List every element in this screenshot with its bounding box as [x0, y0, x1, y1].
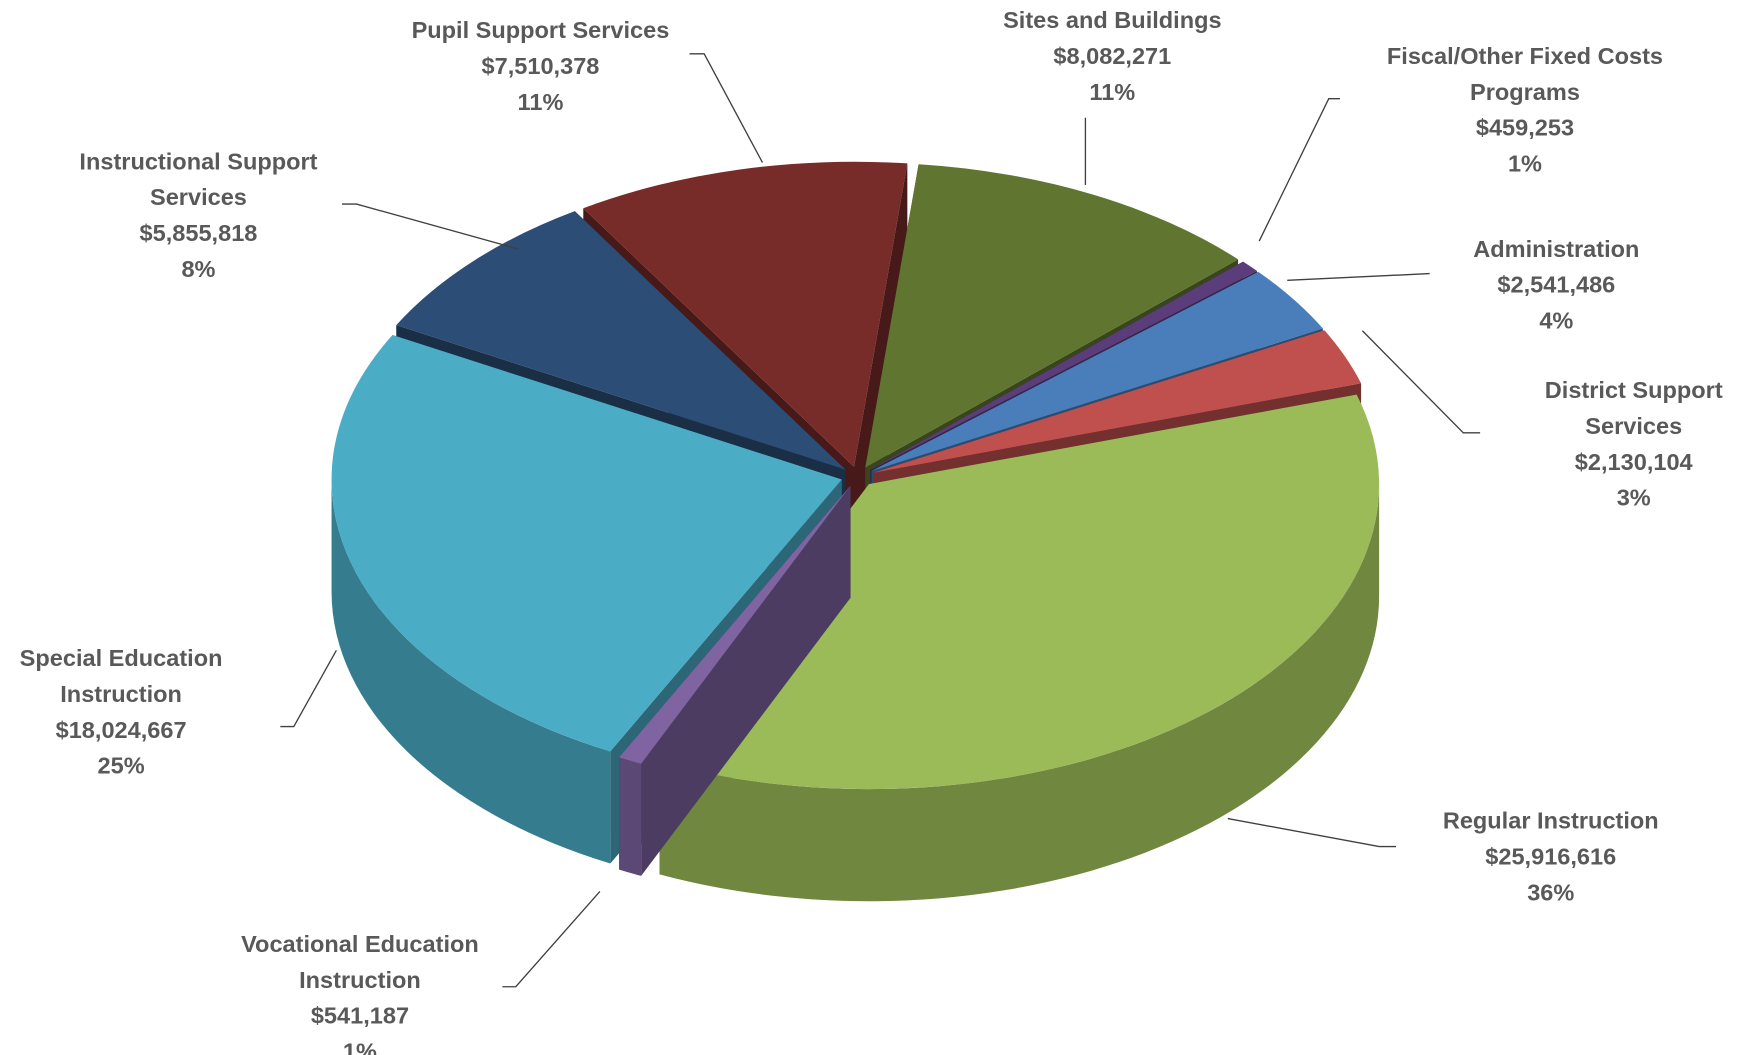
label-percent: 3%	[1616, 485, 1651, 512]
slice-wall	[659, 484, 1380, 902]
label-name: Fiscal/Other Fixed Costs Programs	[1386, 43, 1664, 106]
label-percent: 36%	[1527, 880, 1575, 907]
pie-slice	[659, 394, 1380, 790]
pie-slice	[331, 335, 842, 752]
pie-slice	[396, 211, 846, 470]
data-label: Instructional Support Services $5,855,818…	[36, 145, 361, 289]
label-name: Regular Instruction	[1442, 808, 1659, 835]
label-value: $2,541,486	[1497, 272, 1616, 299]
data-label: Vocational Education Instruction $541,187…	[203, 927, 517, 1055]
label-value: $459,253	[1475, 115, 1575, 142]
leader-line	[1227, 817, 1397, 848]
label-value: $5,855,818	[139, 220, 258, 247]
slice-wall	[331, 479, 611, 864]
pie-slice	[583, 161, 908, 467]
leader-line	[341, 203, 519, 250]
slice-wall	[619, 485, 851, 870]
label-name: Vocational Education Instruction	[241, 931, 479, 994]
label-name: Administration	[1473, 236, 1640, 263]
slice-wall	[619, 757, 642, 876]
pie-slice	[619, 485, 851, 764]
label-value: $8,082,271	[1053, 43, 1172, 70]
label-percent: 4%	[1539, 308, 1574, 335]
data-label: Pupil Support Services $7,510,378 11%	[361, 13, 720, 121]
label-percent: 25%	[97, 753, 145, 780]
data-label: Administration $2,541,486 4%	[1388, 232, 1724, 340]
leader-line	[1361, 330, 1481, 434]
pie-slice	[871, 271, 1323, 471]
label-percent: 8%	[181, 256, 216, 283]
label-percent: 11%	[1089, 79, 1136, 106]
label-name: Special Education Instruction	[19, 645, 223, 708]
data-label: District Support Services $2,130,104 3%	[1510, 373, 1738, 517]
leader-line	[689, 53, 764, 163]
data-label: Fiscal/Other Fixed Costs Programs $459,25…	[1346, 39, 1705, 183]
leader-line	[502, 890, 601, 988]
leader-line	[1287, 272, 1430, 281]
data-label: Sites and Buildings $8,082,271 11%	[888, 3, 1337, 111]
data-label: Regular Instruction $25,916,616 36%	[1371, 804, 1730, 912]
label-value: $25,916,616	[1485, 844, 1617, 871]
label-percent: 1%	[1507, 151, 1542, 178]
pie-slice	[865, 164, 1239, 468]
label-value: $541,187	[310, 1003, 410, 1030]
label-name: Instructional Support Services	[79, 149, 318, 211]
label-value: $18,024,667	[55, 717, 187, 744]
label-name: Sites and Buildings	[1003, 7, 1222, 34]
pie-slice	[873, 330, 1362, 473]
leader-line	[1258, 98, 1340, 242]
label-value: $7,510,378	[481, 53, 600, 80]
leader-line	[280, 650, 337, 728]
pie-slice	[870, 261, 1257, 470]
label-percent: 1%	[342, 1039, 377, 1055]
label-percent: 11%	[517, 89, 564, 116]
label-value: $2,130,104	[1574, 449, 1693, 476]
label-name: Pupil Support Services	[411, 17, 670, 44]
data-label: Special Education Instruction $18,024,667…	[0, 641, 256, 785]
label-name: District Support Services	[1544, 377, 1723, 440]
